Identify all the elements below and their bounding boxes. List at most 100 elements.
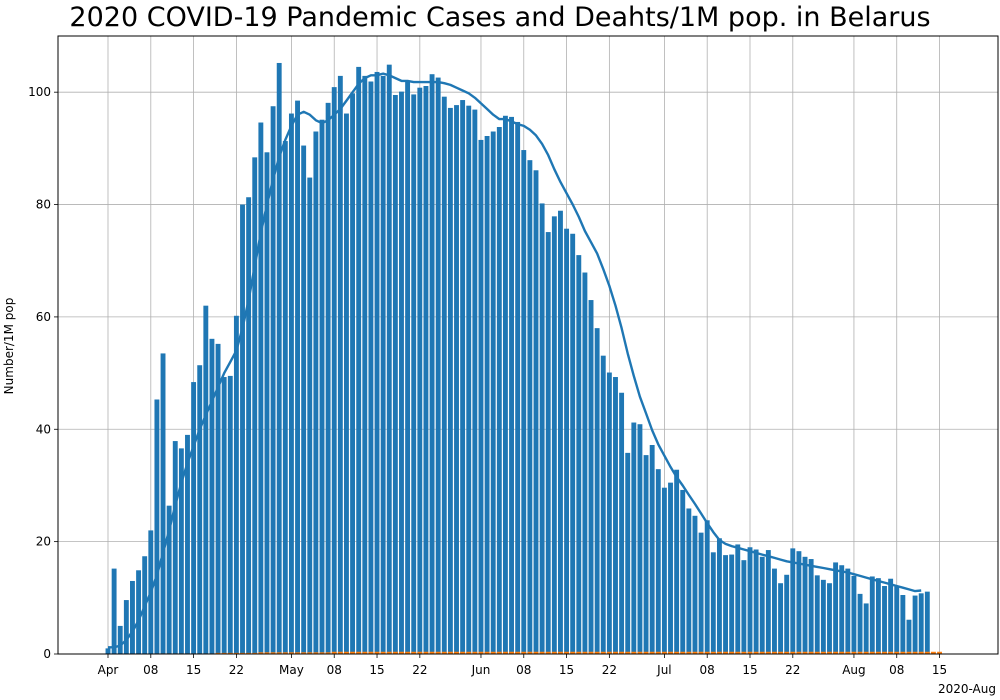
death-bar <box>399 651 404 654</box>
case-bar <box>447 107 453 655</box>
death-bar <box>729 651 735 654</box>
death-bar <box>784 651 790 654</box>
case-bar <box>796 551 802 654</box>
case-bar <box>710 552 716 654</box>
case-bar <box>240 204 245 654</box>
death-bar <box>863 651 869 654</box>
death-bar <box>282 652 288 654</box>
x-tick-label: Aug <box>842 663 865 677</box>
death-bar <box>643 651 649 654</box>
case-bar <box>221 377 227 654</box>
death-bar <box>600 651 606 654</box>
case-bar <box>570 233 576 654</box>
case-bar <box>185 434 190 654</box>
death-bar <box>772 651 777 654</box>
death-bar <box>759 651 765 654</box>
case-bar <box>258 122 264 654</box>
death-bar <box>674 651 680 654</box>
case-bar <box>380 75 386 654</box>
case-bar <box>460 100 466 655</box>
case-bar <box>729 554 735 654</box>
case-bar <box>808 559 814 654</box>
case-bar <box>301 145 307 654</box>
y-axis-label: Number/1M pop <box>2 298 16 395</box>
case-bars <box>105 62 930 655</box>
death-bar <box>551 651 557 654</box>
x-tick-label: 08 <box>889 663 904 677</box>
death-bar <box>692 651 698 654</box>
death-bar <box>350 651 356 654</box>
death-bar <box>429 651 435 654</box>
death-bar <box>582 651 588 654</box>
death-bar <box>558 651 563 654</box>
death-bar <box>845 651 851 654</box>
case-bar <box>203 305 209 654</box>
case-bar <box>655 469 661 654</box>
y-tick-label: 100 <box>28 85 51 99</box>
death-bar <box>496 651 502 654</box>
death-bar <box>313 652 319 654</box>
death-bar <box>533 651 539 654</box>
case-bar <box>888 578 894 654</box>
case-bar <box>441 96 447 654</box>
case-bar <box>533 170 539 655</box>
case-bar <box>350 93 356 654</box>
death-bar <box>839 651 845 654</box>
case-bar <box>912 595 918 654</box>
death-bar <box>912 651 918 654</box>
case-bar <box>178 448 184 654</box>
death-bar <box>301 652 307 654</box>
death-bar <box>502 651 508 654</box>
x-tick-label: 15 <box>369 663 384 677</box>
x-tick-label: 08 <box>327 663 342 677</box>
y-tick-label: 80 <box>36 198 51 212</box>
death-bar <box>484 651 490 654</box>
case-bar <box>521 150 527 655</box>
death-bar <box>276 652 282 654</box>
case-bar <box>337 75 343 654</box>
death-bar <box>417 651 423 654</box>
death-bar <box>233 652 239 654</box>
case-bar <box>288 113 294 655</box>
death-bar <box>594 651 600 654</box>
case-bar <box>753 549 759 654</box>
case-bar <box>839 565 845 654</box>
case-bar <box>716 538 722 654</box>
death-bar <box>368 651 374 654</box>
case-bar <box>827 583 832 654</box>
case-bar <box>466 105 472 654</box>
death-bar <box>545 651 551 654</box>
death-bar <box>796 651 802 654</box>
death-bar <box>906 651 912 654</box>
death-bar <box>240 652 245 654</box>
death-bar <box>564 651 570 654</box>
case-bar <box>680 489 686 654</box>
death-bar <box>362 651 368 654</box>
death-bar <box>515 651 521 654</box>
x-tick-label: Jul <box>656 663 671 677</box>
death-bar <box>447 651 453 654</box>
case-bar <box>454 105 459 654</box>
case-bar <box>558 210 563 654</box>
death-bar <box>631 651 637 654</box>
case-bar <box>613 377 618 654</box>
case-bar <box>857 593 863 654</box>
case-bar <box>319 119 325 654</box>
case-bar <box>215 343 221 654</box>
case-bar <box>295 100 300 655</box>
y-tick-label: 40 <box>36 422 51 436</box>
death-bar <box>374 651 380 654</box>
case-bar <box>502 115 508 654</box>
death-bar <box>704 651 710 654</box>
case-bar <box>619 392 625 654</box>
death-bar <box>875 651 881 654</box>
case-bar <box>790 548 796 654</box>
death-bar <box>918 651 924 654</box>
case-bar <box>411 94 417 655</box>
case-bar <box>747 547 753 654</box>
case-bar <box>484 136 490 654</box>
death-bar <box>215 652 221 654</box>
death-bar <box>466 651 472 654</box>
case-bar <box>282 141 288 654</box>
